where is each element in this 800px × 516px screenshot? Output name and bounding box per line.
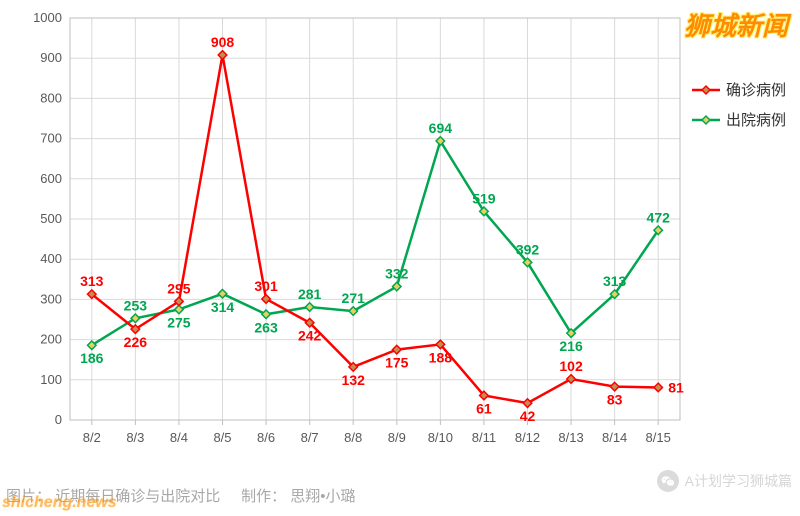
data-label-discharged: 694	[429, 120, 453, 136]
y-tick-label: 400	[40, 251, 62, 266]
x-tick-label: 8/6	[257, 430, 275, 445]
header-watermark: 狮城新闻	[684, 6, 788, 43]
data-label-discharged: 519	[472, 190, 496, 206]
y-tick-label: 900	[40, 50, 62, 65]
x-tick-label: 8/15	[646, 430, 671, 445]
data-label-discharged: 392	[516, 241, 540, 257]
data-label-confirmed: 81	[668, 379, 684, 395]
footer-maker-prefix: 制作：	[241, 488, 286, 505]
data-label-confirmed: 132	[342, 372, 366, 388]
x-tick-label: 8/12	[515, 430, 540, 445]
line-chart: 0 100 200 300 400 500 600 700 800 900 1000 8/2 8/3 8/…	[0, 0, 800, 470]
y-tick-label: 600	[40, 171, 62, 186]
data-label-confirmed: 61	[476, 400, 492, 416]
data-label-discharged: 186	[80, 350, 104, 366]
y-tick-label: 0	[55, 412, 62, 427]
data-label-discharged: 313	[603, 273, 627, 289]
data-label-discharged: 275	[167, 314, 191, 330]
x-tick-label: 8/14	[602, 430, 627, 445]
footer-maker-text: 思翔•小璐	[290, 488, 355, 505]
data-label-confirmed: 908	[211, 34, 235, 50]
x-tick-label: 8/3	[126, 430, 144, 445]
data-label-discharged: 253	[124, 297, 148, 313]
data-label-discharged: 472	[647, 209, 671, 225]
data-label-confirmed: 295	[167, 280, 191, 296]
series-marker-discharged	[262, 310, 271, 319]
data-label-discharged: 271	[342, 290, 366, 306]
legend-label: 出院病例	[726, 111, 786, 129]
data-label-confirmed: 313	[80, 273, 104, 289]
y-tick-label: 100	[40, 372, 62, 387]
data-label-discharged: 263	[254, 319, 278, 335]
series-marker-discharged	[218, 289, 227, 298]
data-label-confirmed: 42	[520, 408, 536, 424]
legend-label: 确诊病例	[726, 82, 786, 99]
data-label-discharged: 281	[298, 286, 322, 302]
wechat-watermark: A计划学习狮城篇	[657, 470, 792, 492]
series-marker-confirmed	[393, 345, 402, 354]
x-tick-label: 8/11	[472, 430, 496, 445]
x-tick-label: 8/4	[170, 430, 188, 445]
series-marker-confirmed	[654, 383, 663, 392]
x-tick-label: 8/7	[301, 430, 319, 445]
x-tick-label: 8/10	[428, 430, 453, 445]
x-tick-label: 8/9	[388, 430, 406, 445]
x-tick-label: 8/5	[213, 430, 231, 445]
y-tick-label: 300	[40, 291, 62, 306]
y-tick-label: 200	[40, 332, 62, 347]
data-label-discharged: 314	[211, 299, 235, 315]
y-tick-label: 800	[40, 90, 62, 105]
x-tick-label: 8/13	[558, 430, 583, 445]
y-tick-label: 700	[40, 131, 62, 146]
data-label-confirmed: 226	[124, 334, 148, 350]
data-label-confirmed: 301	[254, 278, 278, 294]
data-label-confirmed: 188	[429, 349, 453, 365]
wechat-icon	[657, 470, 679, 492]
y-tick-label: 1000	[33, 10, 62, 25]
data-label-confirmed: 102	[559, 358, 583, 374]
data-label-confirmed: 175	[385, 355, 409, 371]
series-marker-discharged	[305, 303, 314, 312]
x-tick-label: 8/2	[83, 430, 101, 445]
y-tick-label: 500	[40, 211, 62, 226]
site-watermark: shicheng.news	[2, 494, 117, 512]
data-label-confirmed: 83	[607, 392, 623, 408]
wechat-label: A计划学习狮城篇	[685, 471, 792, 491]
data-label-discharged: 332	[385, 266, 409, 282]
x-tick-label: 8/8	[344, 430, 362, 445]
data-label-discharged: 216	[559, 338, 583, 354]
series-marker-confirmed	[610, 382, 619, 391]
data-label-confirmed: 242	[298, 328, 322, 344]
